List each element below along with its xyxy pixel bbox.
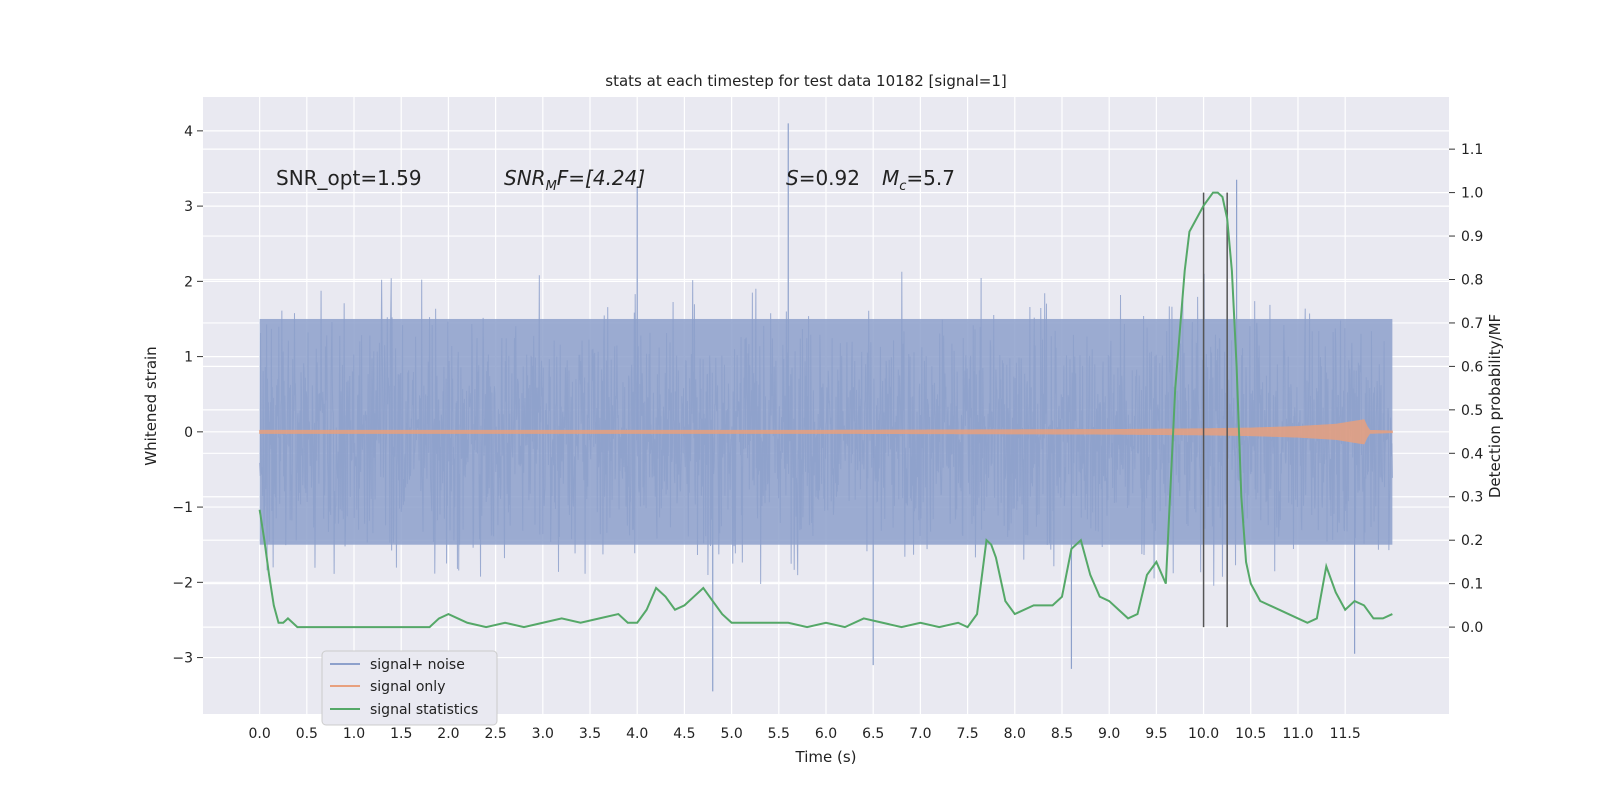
y-left-tick-label: −2 xyxy=(172,575,193,591)
y-left-tick-label: −3 xyxy=(172,651,193,667)
x-tick-label: 2.5 xyxy=(484,726,506,742)
y-left-tick-label: 4 xyxy=(184,124,193,140)
x-tick-label: 1.5 xyxy=(390,726,412,742)
y-right-axis-ticks: 0.0 0.1 0.2 0.3 0.4 0.5 0.6 0.7 0.8 0.9 1.0 1.1 xyxy=(1449,142,1483,636)
annotation-mc: Mc=5.7 xyxy=(882,166,955,194)
annotation-snr-mf: SNRMF=[4.24] xyxy=(504,166,645,194)
x-axis-label: Time (s) xyxy=(795,748,857,766)
x-tick-label: 8.0 xyxy=(1004,726,1026,742)
snr-mf-rest: F=[4.24] xyxy=(557,166,645,190)
snr-mf-sub: M xyxy=(546,179,557,194)
snr-mf-base: SNR xyxy=(504,166,546,190)
y-right-tick-label: 0.5 xyxy=(1461,403,1483,419)
x-tick-label: 1.0 xyxy=(343,726,365,742)
annotation-s: S=0.92 xyxy=(786,166,860,190)
x-tick-label: 6.5 xyxy=(862,726,884,742)
signal-statistics-series xyxy=(258,191,1393,629)
x-tick-label: 0.0 xyxy=(249,726,271,742)
y-left-tick-label: 1 xyxy=(184,350,193,366)
x-tick-label: 4.0 xyxy=(626,726,648,742)
y-right-tick-label: 0.3 xyxy=(1461,490,1483,506)
vertical-markers xyxy=(1202,192,1228,628)
x-tick-label: 8.5 xyxy=(1051,726,1073,742)
s-letter: S xyxy=(786,166,799,190)
x-tick-label: 10.5 xyxy=(1235,726,1266,742)
x-tick-label: 7.0 xyxy=(909,726,931,742)
y-right-tick-label: 0.8 xyxy=(1461,272,1483,288)
mc-value: =5.7 xyxy=(906,166,955,190)
y-left-axis-ticks: −3 −2 −1 0 1 2 3 4 xyxy=(172,124,203,667)
legend: signal+ noise signal only signal statist… xyxy=(321,650,498,726)
y-right-tick-label: 0.4 xyxy=(1461,446,1483,462)
mc-sub: c xyxy=(899,179,906,194)
x-tick-label: 7.5 xyxy=(956,726,978,742)
y-right-tick-label: 0.2 xyxy=(1461,533,1483,549)
y-right-tick-label: 0.7 xyxy=(1461,316,1483,332)
y-right-tick-label: 0.9 xyxy=(1461,229,1483,245)
x-tick-label: 5.0 xyxy=(720,726,742,742)
y-left-axis-label: Whitened strain xyxy=(142,346,160,465)
legend-label-signal-statistics: signal statistics xyxy=(370,702,478,718)
chart-title: stats at each timestep for test data 101… xyxy=(605,72,1006,90)
x-tick-label: 9.0 xyxy=(1098,726,1120,742)
annotations: SNR_opt=1.59 SNRMF=[4.24] S=0.92 Mc=5.7 xyxy=(276,166,955,194)
annotation-snr-opt: SNR_opt=1.59 xyxy=(276,166,422,190)
y-right-tick-label: 0.1 xyxy=(1461,577,1483,593)
x-tick-label: 11.5 xyxy=(1330,726,1361,742)
signal-only-series xyxy=(259,419,1393,445)
y-right-axis-label: Detection probability/MF xyxy=(1486,314,1504,498)
legend-box xyxy=(321,650,498,726)
s-value: =0.92 xyxy=(799,166,860,190)
y-left-tick-label: 0 xyxy=(184,425,193,441)
y-right-tick-label: 1.0 xyxy=(1461,186,1483,202)
x-tick-label: 6.0 xyxy=(815,726,837,742)
x-tick-label: 5.5 xyxy=(768,726,790,742)
x-tick-label: 9.5 xyxy=(1145,726,1167,742)
x-tick-label: 10.0 xyxy=(1188,726,1219,742)
x-tick-label: 11.0 xyxy=(1282,726,1313,742)
y-right-tick-label: 0.0 xyxy=(1461,620,1483,636)
y-right-tick-label: 0.6 xyxy=(1461,359,1483,375)
statistics-line xyxy=(258,191,1393,629)
x-tick-label: 4.5 xyxy=(673,726,695,742)
y-right-tick-label: 1.1 xyxy=(1461,142,1483,158)
x-tick-label: 2.0 xyxy=(437,726,459,742)
legend-label-signal-only: signal only xyxy=(370,679,445,695)
x-tick-label: 3.0 xyxy=(532,726,554,742)
x-tick-label: 0.5 xyxy=(296,726,318,742)
y-left-tick-label: 3 xyxy=(184,199,193,215)
mc-base: M xyxy=(882,166,899,190)
legend-label-signal-noise: signal+ noise xyxy=(370,657,465,673)
x-tick-label: 3.5 xyxy=(579,726,601,742)
signal-envelope xyxy=(259,419,1393,445)
y-left-tick-label: 2 xyxy=(184,274,193,290)
x-axis-ticks: 0.0 0.5 1.0 1.5 2.0 2.5 3.0 3.5 4.0 4.5 5.0 5.5 6.0 6… xyxy=(249,726,1361,742)
y-left-tick-label: −1 xyxy=(172,500,193,516)
